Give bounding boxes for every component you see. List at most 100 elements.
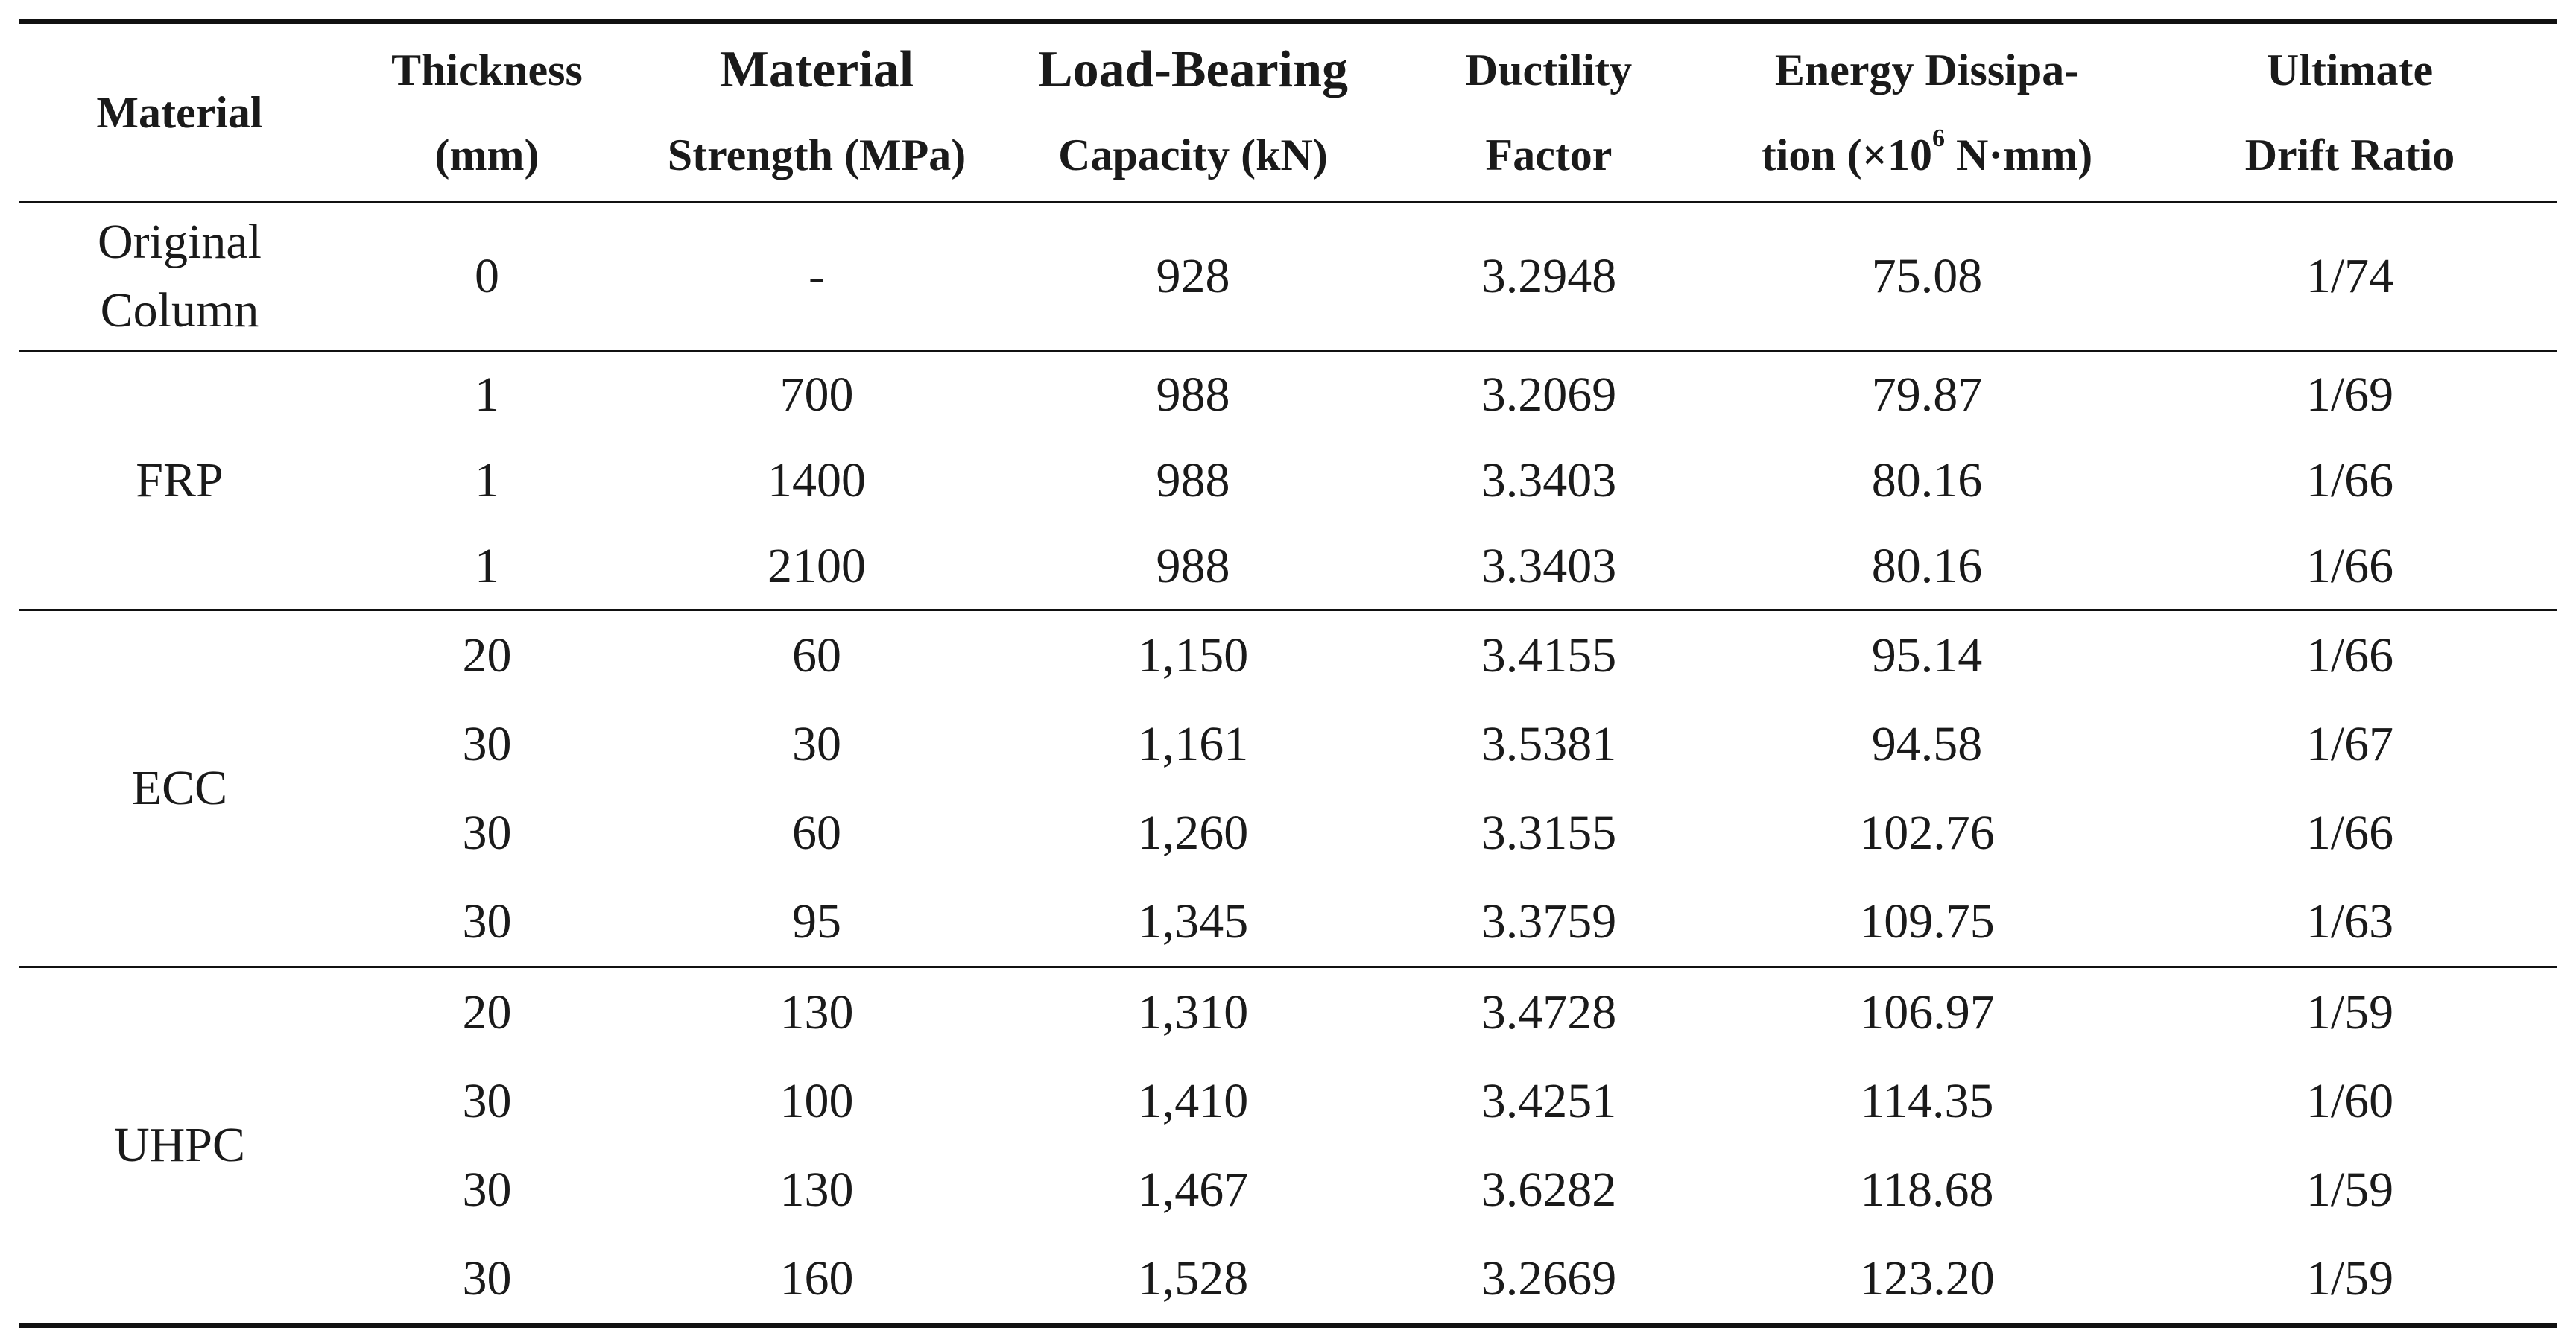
cell-capacity: 988 [1156,538,1230,593]
table-row: ECC 20 60 1,150 3.4155 95.14 1/66 [19,610,2557,816]
header-thickness-line2: (mm) [434,130,539,180]
cell-energy: 109.75 [1859,894,1995,949]
header-load-bearing-line2: Capacity (kN) [1058,130,1328,180]
material-label-line2: Column [100,283,259,338]
cell-capacity: 1,467 [1137,1162,1249,1217]
cell-strength: 100 [779,1073,854,1128]
cell-energy: 95.14 [1871,627,1983,683]
cell-drift: 1/69 [2306,367,2394,422]
table-row: FRP 1 700 988 3.2069 79.87 1/69 [19,351,2557,508]
cell-drift: 1/63 [2306,894,2394,949]
cell-ductility: 3.6282 [1481,1162,1617,1217]
header-material-strength: Material Strength (MPa) [634,22,999,203]
results-table: Material Thickness (mm) Material Strengt… [19,19,2557,1328]
cell-ductility: 3.3403 [1481,538,1617,593]
cell-capacity: 1,161 [1137,716,1249,771]
header-material-text: Material [96,88,263,137]
cell-ductility: 3.4155 [1481,627,1617,683]
cell-energy: 114.35 [1860,1073,1994,1128]
cell-capacity: 1,310 [1137,984,1249,1040]
cell-thickness: 0 [475,249,499,303]
header-material-strength-line1: Material [719,41,914,98]
group-original-column: Original Column 0 - 928 3.2948 75.08 1/7… [19,203,2557,351]
cell-strength: 95 [792,894,841,949]
cell-thickness: 30 [462,1250,512,1306]
cell-drift: 1/74 [2306,249,2394,303]
cell-thickness: 20 [462,984,512,1040]
header-ductility-line1: Ductility [1465,45,1633,95]
cell-capacity: 1,410 [1137,1073,1249,1128]
results-table-container: Material Thickness (mm) Material Strengt… [19,19,2557,1328]
header-ductility-line2: Factor [1485,130,1613,180]
cell-energy: 75.08 [1871,249,1983,303]
header-drift-ratio: Ultimate Drift Ratio [2143,22,2557,203]
cell-drift: 1/66 [2306,538,2394,593]
cell-drift: 1/66 [2306,627,2394,683]
material-cell: UHPC [113,1118,246,1172]
cell-energy: 80.16 [1871,452,1983,508]
cell-ductility: 3.4728 [1481,984,1617,1040]
cell-capacity: 1,528 [1137,1250,1249,1306]
material-cell: ECC [131,761,228,815]
cell-energy: 106.97 [1859,984,1995,1040]
header-ductility: Ductility Factor [1387,22,1711,203]
cell-energy: 79.87 [1871,367,1983,422]
cell-thickness: 1 [475,538,499,593]
table-row: 1 1400 988 3.3403 80.16 1/66 [19,437,2557,523]
header-material-strength-line2: Strength (MPa) [667,130,966,180]
header-load-bearing-line1: Load-Bearing [1037,41,1349,98]
cell-thickness: 30 [462,805,512,860]
cell-drift: 1/67 [2306,716,2394,771]
material-cell: FRP [136,452,224,508]
cell-ductility: 3.3759 [1481,894,1617,949]
cell-strength: 60 [792,627,841,683]
cell-ductility: 3.2069 [1481,367,1617,422]
cell-ductility: 3.3155 [1481,805,1617,860]
cell-energy: 94.58 [1871,716,1983,771]
cell-energy: 102.76 [1859,805,1995,860]
cell-capacity: 1,260 [1137,805,1249,860]
header-drift-line1: Ultimate [2266,45,2434,95]
cell-energy: 123.20 [1859,1250,1995,1306]
cell-thickness: 30 [462,716,512,771]
cell-strength: 130 [779,984,854,1040]
cell-strength: 1400 [768,452,866,508]
cell-drift: 1/59 [2306,1250,2394,1306]
header-energy-dissipation: Energy Dissipa- tion (×106 N·mm) [1711,22,2143,203]
header-energy-line1: Energy Dissipa- [1774,45,2080,95]
table-row: 30 100 1,410 3.4251 114.35 1/60 [19,1057,2557,1145]
cell-thickness: 30 [462,1073,512,1128]
table-row: 30 95 1,345 3.3759 109.75 1/63 [19,877,2557,967]
header-energy-unit-prefix: tion (×10 [1761,130,1932,180]
cell-capacity: 988 [1156,452,1230,508]
cell-strength: 60 [792,805,841,860]
cell-capacity: 928 [1156,249,1230,303]
header-energy-unit-suffix: N·mm) [1944,130,2093,180]
material-label-line1: Original [98,215,262,269]
cell-ductility: 3.2948 [1481,249,1617,303]
table-row: UHPC 20 130 1,310 3.4728 106.97 1/59 [19,967,2557,1173]
header-thickness-line1: Thickness [391,45,583,95]
cell-strength: - [808,249,825,303]
cell-ductility: 3.3403 [1481,452,1617,508]
header-energy-exponent: 6 [1931,124,1945,152]
group-uhpc: UHPC 20 130 1,310 3.4728 106.97 1/59 30 … [19,967,2557,1326]
cell-drift: 1/66 [2306,452,2394,508]
cell-thickness: 1 [475,452,499,508]
header-row: Material Thickness (mm) Material Strengt… [19,21,2557,203]
header-energy-line2: tion (×106 N·mm) [1711,113,2143,197]
material-cell: Original Column [19,203,340,351]
cell-drift: 1/66 [2306,805,2394,860]
cell-strength: 130 [779,1162,854,1217]
cell-energy: 80.16 [1871,538,1983,593]
cell-strength: 160 [779,1250,854,1306]
table-row: 1 2100 988 3.3403 80.16 1/66 [19,523,2557,610]
cell-capacity: 1,150 [1137,627,1249,683]
table-row: 30 60 1,260 3.3155 102.76 1/66 [19,788,2557,877]
cell-ductility: 3.4251 [1481,1073,1617,1128]
table-row: Original Column 0 - 928 3.2948 75.08 1/7… [19,203,2557,351]
header-thickness: Thickness (mm) [340,22,634,203]
table-row: 30 130 1,467 3.6282 118.68 1/59 [19,1145,2557,1234]
header-load-bearing: Load-Bearing Capacity (kN) [999,22,1387,203]
group-ecc: ECC 20 60 1,150 3.4155 95.14 1/66 30 30 … [19,610,2557,967]
